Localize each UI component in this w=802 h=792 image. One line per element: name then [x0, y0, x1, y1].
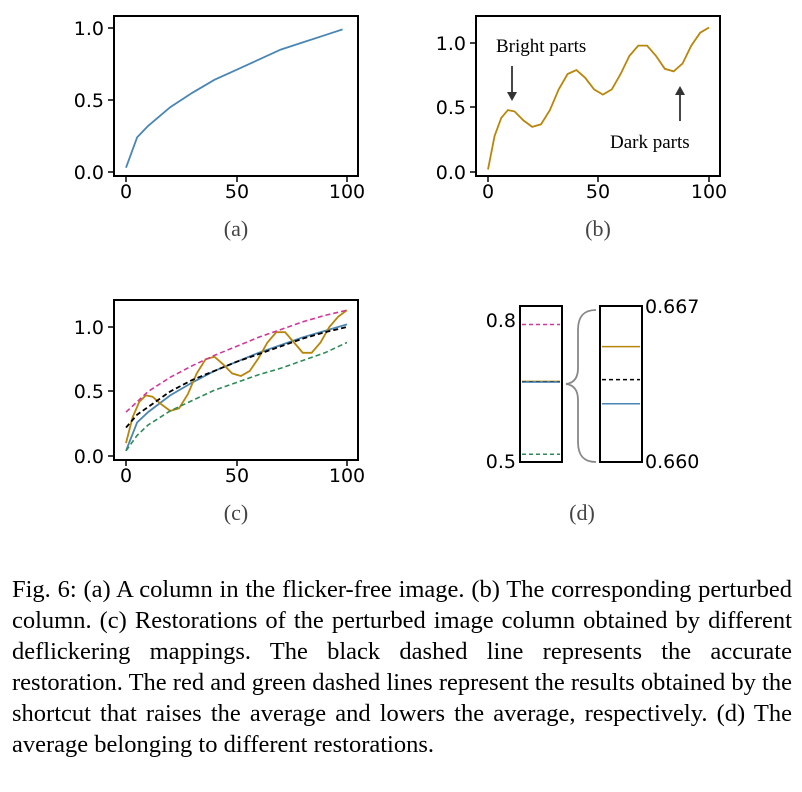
panel-b-xtick-50: 50	[586, 181, 610, 203]
panel-b-ticks	[470, 42, 710, 182]
panel-d-label: (d)	[569, 500, 595, 525]
panel-a-ytick-05: 0.5	[74, 90, 104, 112]
panel-d-right-bottom-value: 0.660	[645, 451, 699, 473]
panel-a-xtick-0: 0	[120, 181, 132, 203]
zoom-brace-icon	[565, 309, 597, 463]
panel-a-frame	[113, 15, 359, 177]
panel-d-left-bar	[519, 305, 563, 463]
panel-a-label: (a)	[224, 216, 248, 241]
panel-c-xtick-100: 100	[329, 465, 365, 487]
panel-c-ytick-1: 1.0	[74, 317, 104, 339]
panel-c-xtick-50: 50	[225, 465, 249, 487]
panel-c-label: (c)	[224, 500, 248, 525]
panel-a-ticks	[108, 27, 348, 182]
panel-a-ytick-1: 1.0	[74, 18, 104, 40]
panel-d-left-bottom-value: 0.5	[486, 451, 516, 473]
panel-c-frame	[113, 299, 359, 461]
panel-c-ytick-0: 0.0	[74, 446, 104, 468]
panel-a-xtick-100: 100	[329, 181, 365, 203]
panel-d-left-top-value: 0.8	[486, 310, 516, 332]
panel-a: 0 50 100 0.0 0.5 1.0 (a)	[74, 15, 365, 241]
panel-a-curve	[125, 28, 343, 169]
panel-a-ytick-0: 0.0	[74, 162, 104, 184]
panel-b-label: (b)	[585, 216, 611, 241]
panel-c-gold-curve	[125, 309, 348, 444]
up-arrow-icon	[675, 86, 685, 121]
figure: 0 50 100 0.0 0.5 1.0 (a) 0 50 100 0.0 0.…	[74, 15, 727, 525]
panel-b: 0 50 100 0.0 0.5 1.0 Bright parts Dark p…	[436, 15, 727, 241]
panel-d-right-top-value: 0.667	[645, 296, 699, 318]
panel-c-ytick-05: 0.5	[74, 381, 104, 403]
panel-b-dark-annotation: Dark parts	[610, 132, 690, 153]
panel-b-ytick-05: 0.5	[436, 97, 466, 119]
panel-b-xtick-0: 0	[482, 181, 494, 203]
panel-c: 0 50 100 0.0 0.5 1.0 (c)	[74, 299, 365, 525]
panel-c-ticks	[108, 326, 348, 466]
panel-b-ytick-1: 1.0	[436, 33, 466, 55]
figure-caption: Fig. 6: (a) A column in the flicker-free…	[12, 576, 792, 758]
panel-c-xtick-0: 0	[120, 465, 132, 487]
panel-d-left-levels	[522, 323, 560, 456]
panel-c-black-dashed-curve	[125, 326, 348, 429]
panel-b-curve	[487, 26, 710, 170]
panel-b-bright-annotation: Bright parts	[496, 36, 586, 57]
panel-c-blue-curve	[125, 323, 348, 452]
panel-a-xtick-50: 50	[225, 181, 249, 203]
panel-b-ytick-0: 0.0	[436, 162, 466, 184]
panel-b-xtick-100: 100	[691, 181, 727, 203]
panel-d-right-bar	[599, 305, 643, 463]
panel-c-green-dashed-curve	[125, 341, 348, 452]
panel-c-magenta-dashed-curve	[125, 309, 348, 413]
panel-d: 0.8 0.5 0.667 0.660 (d)	[486, 296, 700, 525]
down-arrow-icon	[507, 66, 517, 101]
panel-d-right-levels	[602, 345, 640, 405]
